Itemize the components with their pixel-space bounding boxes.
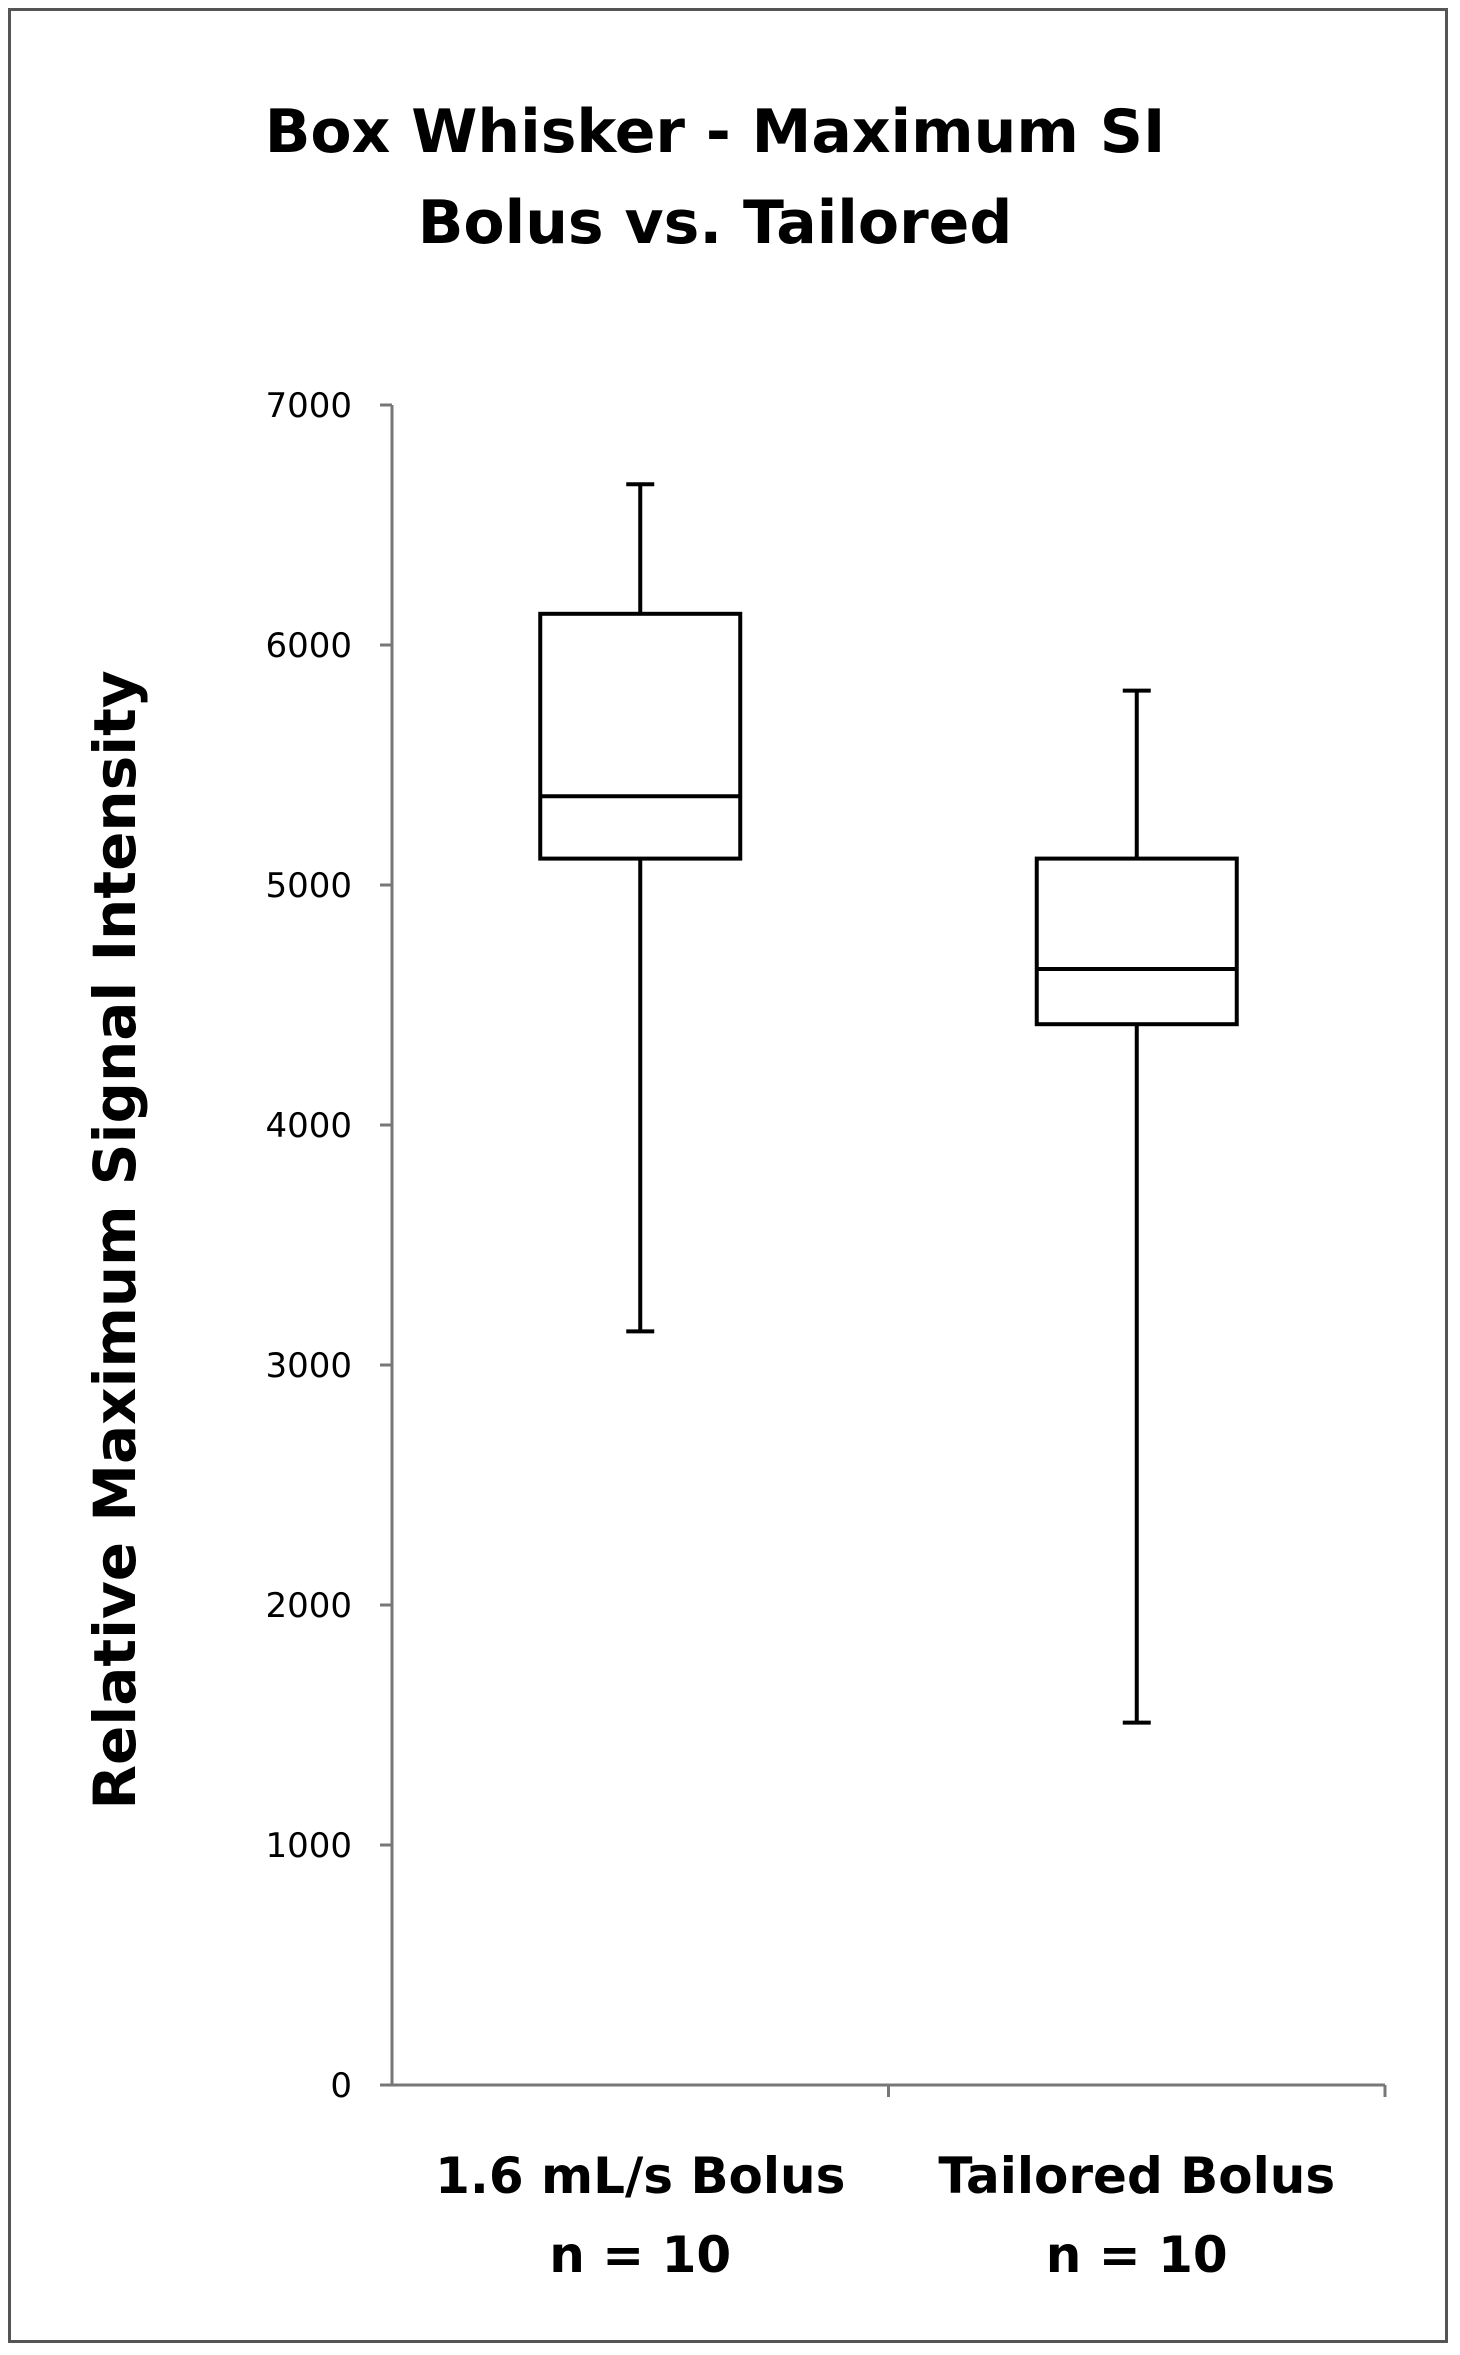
axes <box>390 405 1387 2097</box>
y-axis-ticks: 0 1000 2000 3000 4000 5000 6000 7000 <box>265 386 392 2106</box>
y-tick-label: 5000 <box>265 866 352 906</box>
box-plot-1 <box>538 482 743 1334</box>
chart-title-line-1: Box Whisker - Maximum SI <box>265 97 1166 167</box>
chart-frame <box>8 8 1448 2343</box>
iqr-box <box>538 611 743 861</box>
y-axis-label: Relative Maximum Signal Intensity <box>81 670 149 1809</box>
box-plot-2 <box>1034 688 1239 1725</box>
category-label: Tailored Bolus <box>938 2147 1335 2205</box>
chart-title: Box Whisker - Maximum SI Bolus vs. Tailo… <box>265 97 1166 258</box>
box-plots <box>538 482 1239 1725</box>
y-tick-label: 1000 <box>265 1826 352 1866</box>
category-sublabel: n = 10 <box>549 2226 731 2284</box>
category-label: 1.6 mL/s Bolus <box>435 2147 845 2205</box>
chart-title-line-2: Bolus vs. Tailored <box>418 188 1013 258</box>
y-tick-label: 3000 <box>265 1346 352 1386</box>
y-tick-label: 6000 <box>265 626 352 666</box>
iqr-box <box>1034 856 1239 1027</box>
y-tick-label: 0 <box>330 2066 352 2106</box>
y-tick-label: 7000 <box>265 386 352 426</box>
category-sublabel: n = 10 <box>1046 2226 1228 2284</box>
y-tick-label: 2000 <box>265 1586 352 1626</box>
y-tick-label: 4000 <box>265 1106 352 1146</box>
x-axis-labels: 1.6 mL/s Bolus n = 10 Tailored Bolus n = 10 <box>435 2147 1335 2284</box>
